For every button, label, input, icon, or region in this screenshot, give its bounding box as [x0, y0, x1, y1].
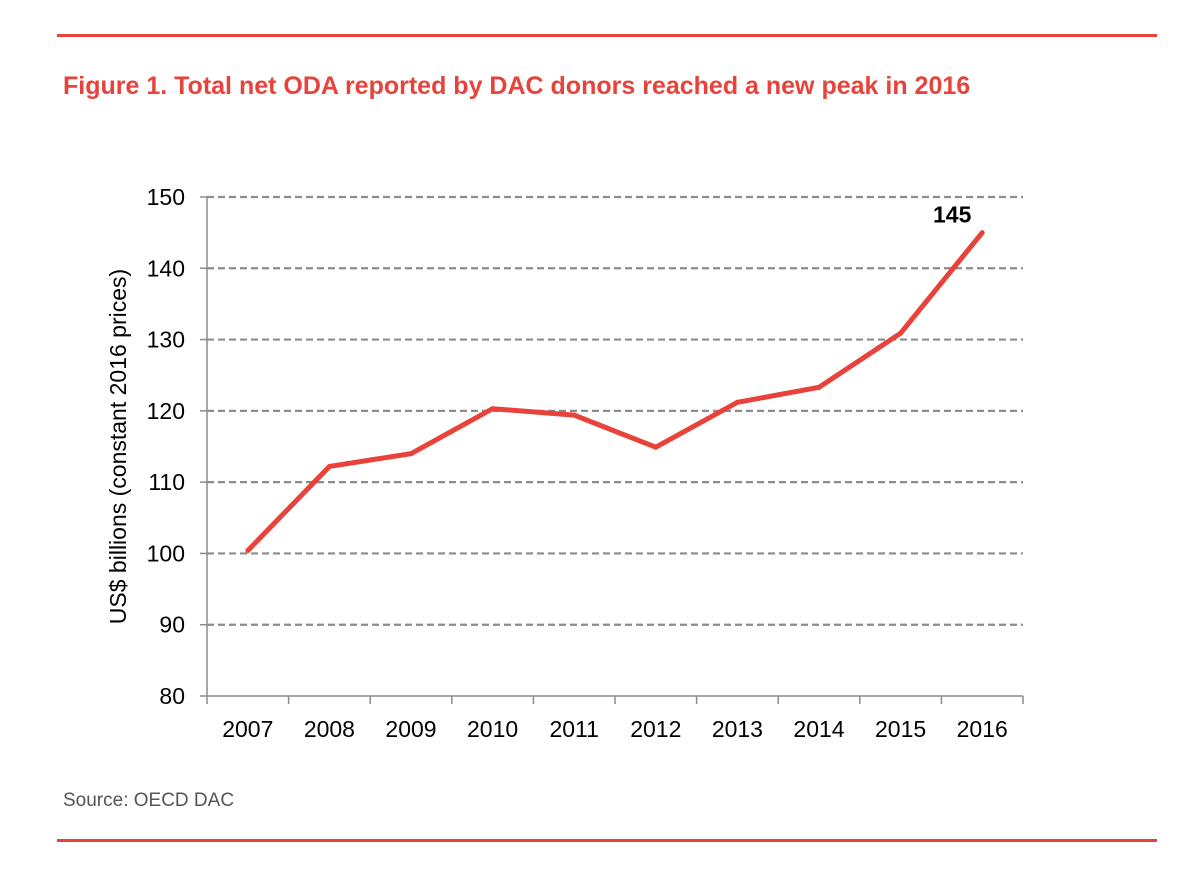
series-line-0	[246, 231, 985, 553]
y-tick-label-150: 150	[147, 184, 185, 210]
x-tick-label-2008: 2008	[304, 716, 355, 742]
y-tick-label-140: 140	[147, 255, 185, 281]
x-tick-label-2011: 2011	[549, 716, 598, 742]
x-tick-label-2009: 2009	[385, 716, 436, 742]
top-rule	[57, 34, 1157, 37]
data-point-2007	[245, 548, 251, 554]
x-tick-label-2012: 2012	[630, 716, 681, 742]
data-point-2010	[490, 406, 496, 412]
y-tick-label-90: 90	[159, 612, 185, 638]
y-axis-label: US$ billions (constant 2016 prices)	[105, 269, 131, 624]
data-label-2016: 145	[933, 202, 972, 228]
x-tick-label-2015: 2015	[875, 716, 926, 742]
figure-title: Figure 1. Total net ODA reported by DAC …	[63, 72, 971, 100]
annotations: 145	[933, 202, 972, 228]
data-point-2008	[326, 463, 332, 469]
chart-axes	[200, 196, 1024, 704]
x-tick-label-2010: 2010	[467, 716, 518, 742]
data-point-2013	[734, 399, 740, 405]
y-tick-label-80: 80	[159, 683, 185, 709]
tick-labels: 80 90 100 110 120 130 140 150 2007 2008 2009 2010 20…	[147, 184, 1008, 742]
data-point-2009	[408, 451, 414, 457]
data-point-2015	[898, 330, 904, 336]
bottom-rule	[57, 839, 1157, 842]
data-point-2012	[653, 444, 659, 450]
grid-lines	[207, 195, 1023, 626]
x-tick-label-2014: 2014	[793, 716, 844, 742]
x-tick-label-2016: 2016	[957, 716, 1008, 742]
data-point-2011	[571, 412, 577, 418]
y-tick-label-120: 120	[147, 398, 185, 424]
series-group	[245, 230, 985, 554]
source-note: Source: OECD DAC	[63, 790, 235, 811]
y-tick-label-110: 110	[148, 469, 185, 495]
x-tick-label-2013: 2013	[712, 716, 763, 742]
x-tick-label-2007: 2007	[222, 716, 273, 742]
y-tick-label-100: 100	[147, 540, 185, 566]
data-point-2014	[816, 384, 822, 390]
data-point-2016	[979, 230, 985, 236]
y-tick-label-130: 130	[147, 327, 185, 353]
